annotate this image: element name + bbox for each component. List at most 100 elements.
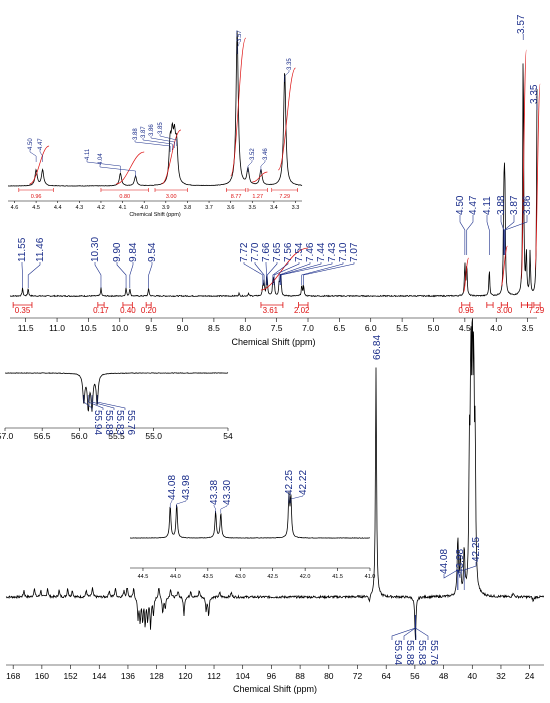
h1-inset-trace	[7, 30, 303, 187]
h1-inset-integral-curve	[277, 67, 296, 171]
h1-inset-tick-label: 3.9	[162, 205, 170, 211]
h1-inset-peak-leader	[99, 165, 136, 177]
c13-main-tick-label: 120	[178, 671, 192, 681]
h1-integral-label: 3.61	[263, 306, 279, 315]
h1-peak-label: 4.47	[468, 195, 479, 215]
h1-peak-label: 7.54	[294, 242, 305, 262]
h1-main-tick-label: 11.0	[49, 323, 65, 333]
h1-peak-label: 7.65	[272, 242, 283, 262]
h1-main-spectrum: 0.35 0.17 0.40 0.20 3.61 2.02 0.96 3.00 7.29 11.5…	[9, 14, 545, 347]
h1-peak-label-leader	[21, 262, 23, 288]
h1-inset-tick-label: 3.8	[184, 205, 192, 211]
h1-inset-tick-label: 3.3	[292, 205, 300, 211]
c13-inset1-peak-leader	[96, 395, 126, 410]
c13-peak-label: 43.98	[455, 549, 466, 574]
h1-peak-label-leader	[94, 262, 102, 288]
h1-main-tick-label: 8.0	[239, 323, 251, 333]
h1-inset-peak-leader	[142, 138, 173, 150]
c13-inset2-peak-label: 42.25	[284, 470, 295, 495]
c13-inset1-peak-label: 55.94	[92, 410, 103, 435]
h1-inset-integral-label: 3.00	[166, 194, 177, 200]
h1-peak-label-leader	[486, 215, 490, 255]
h1-peak-label-leader	[266, 262, 278, 285]
c13-peak-leader	[443, 569, 458, 590]
h1-main-tick-label: 10.0	[112, 323, 129, 333]
c13-main-spectrum: 168 160 152 144 136 128 120 112 104 96 88 80 72 64 56 4…	[5, 318, 545, 694]
h1-inset-peak-leader	[247, 160, 253, 172]
h1-peak-label: 11.46	[35, 237, 46, 262]
c13-peak-leader	[391, 615, 416, 640]
h1-inset-integral-label: 0.80	[119, 194, 130, 200]
c13-inset2-bg	[126, 470, 372, 588]
c13-main-tick-label: 64	[381, 671, 391, 681]
c13-inset1-tick-label: 56.5	[34, 431, 51, 441]
h1-integral-label: 2.02	[294, 306, 310, 315]
h1-peak-label: 7.10	[338, 242, 349, 262]
c13-main-xlabel: Chemical Shift (ppm)	[233, 684, 317, 694]
h1-integral-curve	[463, 257, 470, 293]
c13-inset2-tick-label: 41.0	[365, 574, 376, 580]
h1-inset-integral-curve	[29, 145, 50, 185]
h1-peak-label: 9.84	[128, 242, 139, 262]
h1-inset-integral-curve	[252, 171, 268, 183]
c13-main-tick-label: 168	[6, 671, 20, 681]
h1-inset-peak-label: 3.88	[133, 128, 139, 140]
c13-inset1-peak-leader	[87, 395, 104, 410]
c13-main-tick-label: 56	[410, 671, 420, 681]
h1-inset-integral-label: 8.77	[231, 194, 242, 200]
c13-main-tick-label: 48	[439, 671, 449, 681]
h1-peak-label: 9.90	[112, 242, 123, 262]
h1-inset-peak-leader	[260, 160, 266, 172]
h1-main-tick-label: 5.0	[428, 323, 440, 333]
c13-main-tick-label: 32	[496, 671, 506, 681]
h1-inset-tick-label: 3.7	[205, 205, 213, 211]
h1-peak-label: 7.07	[349, 242, 360, 262]
c13-main-tick-label: 152	[63, 671, 77, 681]
c13-inset1-trace	[4, 372, 229, 412]
h1-inset-peak-leader	[86, 160, 121, 172]
h1-peak-label: 11.55	[17, 237, 28, 262]
c13-peak-label: 55.88	[404, 640, 415, 665]
h1-peak-label: 3.87	[509, 195, 520, 215]
h1-inset-peak-label: 3.46	[263, 148, 269, 160]
h1-peak-label-leader	[265, 262, 267, 285]
h1-integral-label: 3.00	[497, 306, 513, 315]
h1-peak-label-leader	[129, 262, 134, 288]
h1-inset-peak-leader	[159, 134, 177, 146]
h1-inset-tick-label: 4.2	[97, 205, 105, 211]
h1-main-tick-label: 5.5	[396, 323, 408, 333]
c13-inset1-peak-label: 55.83	[114, 410, 125, 435]
h1-peak-label-leader	[504, 215, 515, 255]
c13-peak-label: 55.94	[392, 640, 403, 665]
c13-inset2-peak-leader	[169, 500, 173, 508]
h1-inset-tick-label: 4.5	[32, 205, 40, 211]
h1-peak-label-leader	[466, 215, 474, 255]
h1-inset-tick-label: 4.3	[76, 205, 84, 211]
h1-integral-curve	[534, 83, 541, 271]
h1-inset-xlabel: Chemical Shift (ppm)	[129, 212, 181, 218]
h1-peak-label-leader	[459, 215, 466, 255]
h1-peak-label-leader	[500, 215, 505, 255]
h1-peak-label-leader	[254, 262, 265, 285]
h1-inset-integral-label: 7.29	[279, 194, 290, 200]
h1-main-tick-label: 6.0	[365, 323, 377, 333]
h1-inset-peak-label: 4.50	[28, 138, 34, 150]
h1-inset-peak-leader	[134, 140, 171, 152]
h1-peak-label: 4.50	[455, 195, 466, 215]
h1-inset-tick-label: 3.5	[248, 205, 256, 211]
h1-main-tick-label: 9.0	[177, 323, 189, 333]
c13-main-tick-label: 136	[121, 671, 135, 681]
h1-peak-label-leader	[27, 262, 41, 288]
h1-peak-label: 7.70	[250, 242, 261, 262]
c13-inset1-tick-label: 55.0	[145, 431, 162, 441]
h1-inset-spectrum: 0.96 0.80 3.00 8.77 1.27 7.29 4.6 4.5 4.4 4.3 4.2 4…	[4, 8, 306, 220]
h1-peak-label-leader	[116, 262, 127, 288]
h1-peak-label-leader	[273, 262, 300, 285]
h1-peak-label-leader	[280, 262, 333, 285]
c13-inset2-peak-leader	[213, 505, 216, 513]
c13-main-tick-label: 112	[207, 671, 221, 681]
h1-inset-tick-label: 4.1	[119, 205, 127, 211]
c13-inset2-peak-label: 44.08	[167, 475, 178, 500]
c13-peak-leader	[415, 615, 429, 640]
h1-peak-label: 3.88	[496, 195, 507, 215]
